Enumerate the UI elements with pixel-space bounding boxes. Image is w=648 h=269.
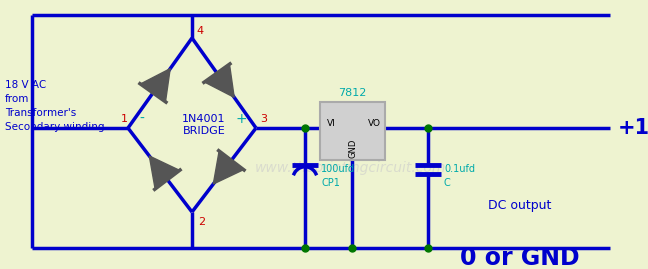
Text: VI: VI [327, 119, 336, 129]
FancyBboxPatch shape [320, 102, 385, 160]
Text: 0.1ufd: 0.1ufd [444, 164, 475, 174]
Text: 2: 2 [198, 217, 205, 227]
Text: CP1: CP1 [321, 178, 340, 188]
Polygon shape [149, 156, 179, 189]
Text: C: C [444, 178, 451, 188]
Text: +12V: +12V [618, 118, 648, 138]
Polygon shape [213, 151, 244, 184]
Text: 3: 3 [260, 114, 268, 124]
Text: 1N4001
BRIDGE: 1N4001 BRIDGE [182, 114, 226, 136]
Text: +: + [235, 112, 247, 126]
Text: 7812: 7812 [338, 88, 367, 98]
Text: 18 V AC
from
Transformer's
Secondary winding: 18 V AC from Transformer's Secondary win… [5, 80, 104, 132]
Polygon shape [141, 69, 170, 102]
Text: VO: VO [367, 119, 380, 129]
Text: 1: 1 [121, 114, 128, 124]
Text: www.theprintingcircuit.com: www.theprintingcircuit.com [254, 161, 446, 175]
Text: 100ufd: 100ufd [321, 164, 355, 174]
Text: 0 or GND: 0 or GND [460, 246, 580, 269]
Text: DC output: DC output [489, 199, 551, 211]
Text: -: - [139, 112, 145, 126]
Text: GND: GND [348, 138, 357, 158]
Polygon shape [204, 64, 234, 97]
Text: 4: 4 [196, 26, 203, 36]
